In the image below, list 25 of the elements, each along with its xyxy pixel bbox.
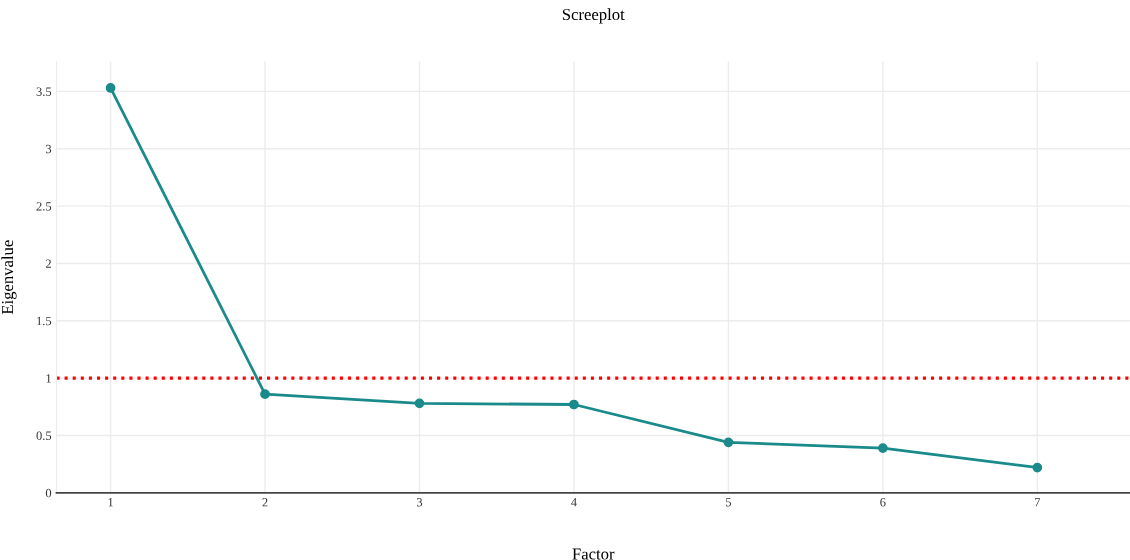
y-tick-label: 3.5 xyxy=(36,87,52,96)
y-tick-label: 0.5 xyxy=(36,431,52,440)
y-tick-label: 3 xyxy=(45,144,52,154)
point xyxy=(260,389,270,400)
chart-title: Screeplot xyxy=(562,8,625,24)
point xyxy=(723,437,734,448)
y-tick-label: 2 xyxy=(45,259,51,268)
y-tick-label: 1 xyxy=(46,374,51,383)
x-tick-label: 5 xyxy=(726,498,732,507)
x-tick-label: 6 xyxy=(880,498,886,507)
point xyxy=(569,399,579,410)
y-tick-label: 2.5 xyxy=(36,202,52,211)
point xyxy=(414,398,425,409)
y-axis-title: Eigenvalue xyxy=(1,240,17,315)
point xyxy=(105,83,116,93)
x-tick-label: 3 xyxy=(416,498,423,507)
x-tick-label: 1 xyxy=(108,498,113,507)
x-tick-label: 2 xyxy=(262,498,268,507)
x-tick-label: 7 xyxy=(1035,498,1041,507)
y-tick-label: 0 xyxy=(45,488,52,498)
point xyxy=(1032,462,1043,473)
point xyxy=(878,443,888,453)
x-axis-title: Factor xyxy=(572,548,615,560)
y-tick-label: 1.5 xyxy=(37,316,52,326)
x-tick-label: 4 xyxy=(571,498,577,507)
